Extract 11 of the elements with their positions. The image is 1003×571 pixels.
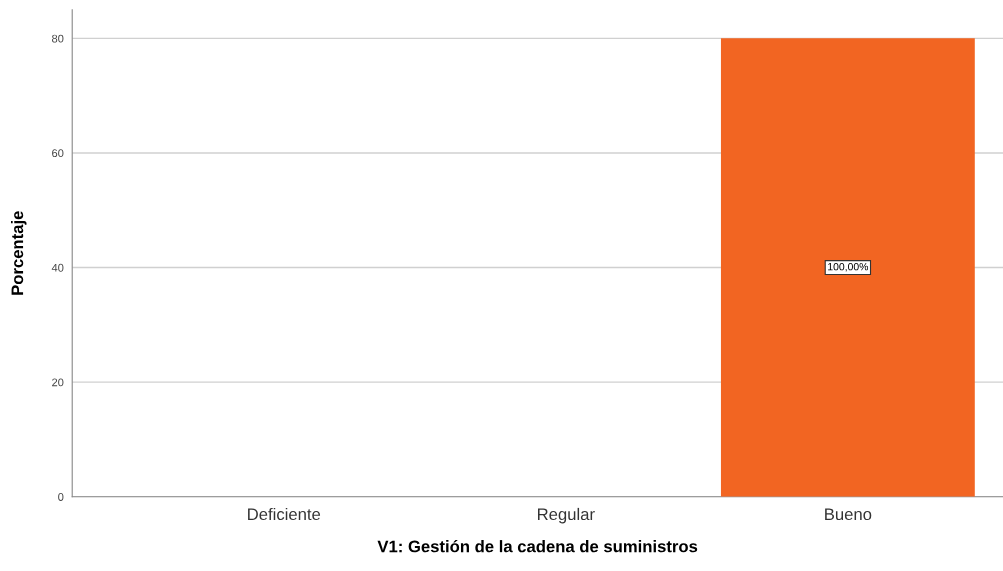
y-tick-label: 80	[52, 34, 64, 43]
y-tick-label: 40	[51, 263, 64, 272]
y-tick-label: 0	[58, 493, 64, 501]
y-tick-label: 20	[52, 378, 64, 387]
x-tick-label: Deficiente	[248, 507, 321, 521]
x-axis-title: V1: Gestión de la cadena de suministros	[377, 539, 698, 553]
x-tick-label: Bueno	[825, 508, 872, 521]
annotation: 100,00%	[828, 262, 869, 272]
y-tick-label: 60	[52, 149, 64, 158]
y-axis-title: Porcentaje	[10, 211, 27, 295]
x-tick-label: Regular	[538, 507, 595, 524]
